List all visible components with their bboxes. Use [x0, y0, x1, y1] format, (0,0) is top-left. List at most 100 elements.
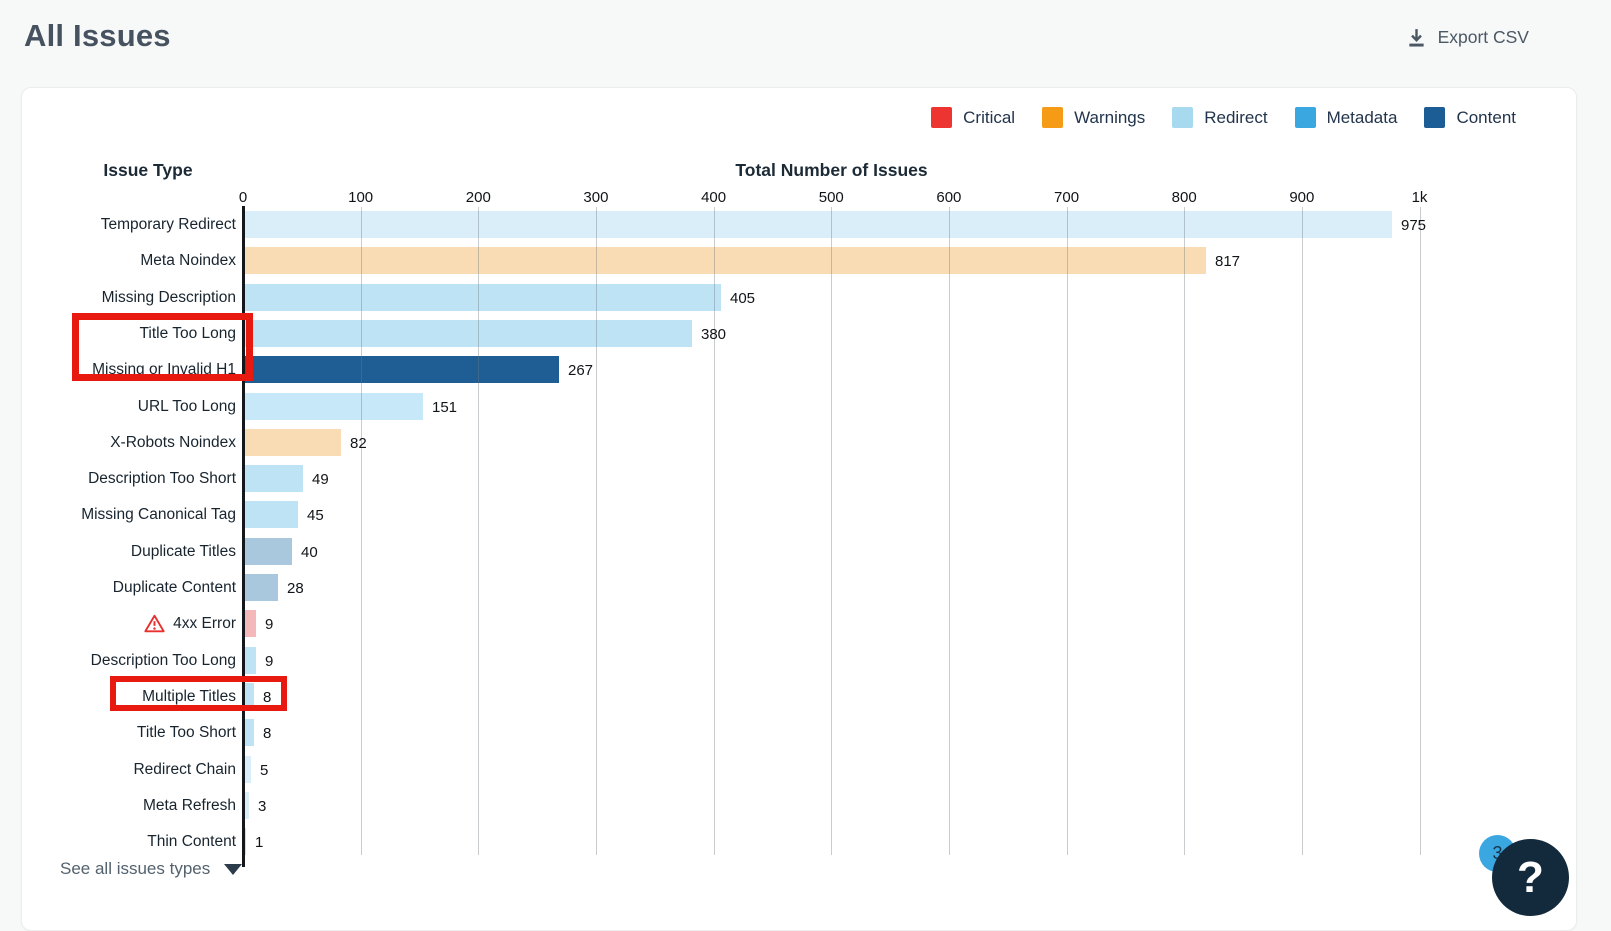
legend-swatch-icon — [931, 107, 953, 128]
legend-swatch-icon — [1172, 107, 1194, 128]
bar-thin-content[interactable] — [245, 828, 246, 855]
gridline — [831, 207, 832, 855]
legend-swatch-icon — [1424, 107, 1446, 128]
bar-url-too-long[interactable] — [245, 393, 423, 420]
bar-label-duplicate-titles: Duplicate Titles — [30, 538, 236, 565]
bar-label-text: X-Robots Noindex — [110, 433, 236, 451]
bar-duplicate-content[interactable] — [245, 574, 278, 601]
bar-meta-refresh[interactable] — [245, 792, 249, 819]
x-tick-label: 1k — [1411, 189, 1428, 206]
x-tick-label: 300 — [583, 189, 609, 206]
gridline — [714, 207, 715, 855]
bar-value-label: 5 — [260, 762, 269, 779]
see-all-issues-toggle[interactable]: See all issues types — [60, 859, 243, 879]
legend-item-label: Redirect — [1204, 107, 1268, 127]
y-axis-title: Issue Type — [103, 160, 193, 180]
gridline — [596, 207, 597, 855]
legend-item-label: Critical — [963, 107, 1016, 127]
bar-duplicate-titles[interactable] — [245, 538, 292, 565]
download-icon — [1406, 27, 1427, 48]
x-tick-label: 800 — [1171, 189, 1197, 206]
bar-label-text: Meta Noindex — [140, 251, 236, 269]
bar-label-text: Multiple Titles — [142, 687, 236, 705]
bar-label-missing-or-invalid-h1: Missing or Invalid H1 — [30, 356, 236, 383]
bar-value-label: 3 — [258, 798, 267, 815]
bar-label-text: Meta Refresh — [142, 796, 236, 814]
x-tick-label: 100 — [348, 189, 374, 206]
bar-label-meta-refresh: Meta Refresh — [30, 792, 236, 819]
gridline — [949, 207, 950, 855]
bar-label-text: Missing or Invalid H1 — [92, 360, 236, 378]
bar-value-label: 49 — [312, 471, 329, 488]
legend-item-label: Warnings — [1074, 107, 1146, 127]
bar-value-label: 151 — [432, 399, 458, 416]
help-button[interactable]: ? — [1492, 839, 1569, 916]
warning-triangle-icon — [144, 614, 165, 633]
bar-label-4xx-error: 4xx Error — [30, 610, 236, 637]
bar-redirect-chain[interactable] — [245, 756, 251, 783]
legend-item-warnings[interactable]: Warnings — [1042, 107, 1145, 128]
legend-item-label: Metadata — [1326, 107, 1398, 127]
export-csv-label: Export CSV — [1437, 27, 1529, 47]
bar-missing-canonical-tag[interactable] — [245, 501, 298, 528]
bar-label-redirect-chain: Redirect Chain — [30, 756, 236, 783]
bar-missing-description[interactable] — [245, 284, 721, 311]
bar-title-too-short[interactable] — [245, 719, 254, 746]
chart-legend: Critical Warnings Redirect Metadata Content — [931, 107, 1516, 128]
bar-value-label: 8 — [263, 725, 272, 742]
legend-swatch-icon — [1042, 107, 1064, 128]
bar-value-label: 40 — [301, 544, 318, 561]
bar-description-too-short[interactable] — [245, 465, 303, 492]
bar-value-label: 28 — [287, 580, 304, 597]
y-axis-line — [242, 206, 245, 867]
gridline — [1420, 207, 1421, 855]
bar-label-description-too-long: Description Too Long — [30, 647, 236, 674]
bar-description-too-long[interactable] — [245, 647, 256, 674]
legend-swatch-icon — [1294, 107, 1316, 128]
legend-item-redirect[interactable]: Redirect — [1172, 107, 1268, 128]
x-tick-label: 200 — [465, 189, 491, 206]
bar-value-label: 975 — [1401, 217, 1427, 234]
bar-label-text: Missing Canonical Tag — [81, 505, 236, 523]
bar-label-text: Redirect Chain — [133, 760, 236, 778]
bar-label-multiple-titles: Multiple Titles — [30, 683, 236, 710]
bar-label-text: Title Too Long — [139, 324, 236, 342]
page-title: All Issues — [24, 18, 171, 53]
chevron-down-icon — [224, 863, 243, 875]
bar-label-text: URL Too Long — [137, 397, 236, 415]
bar-4xx-error[interactable] — [245, 610, 256, 637]
bar-meta-noindex[interactable] — [245, 247, 1206, 274]
x-tick-label: 0 — [238, 189, 248, 206]
gridline — [1302, 207, 1303, 855]
bar-value-label: 9 — [265, 653, 274, 670]
bar-missing-or-invalid-h1[interactable] — [245, 356, 559, 383]
bar-label-title-too-long: Title Too Long — [30, 320, 236, 347]
bar-value-label: 267 — [568, 362, 594, 379]
gridline — [1067, 207, 1068, 855]
legend-item-critical[interactable]: Critical — [931, 107, 1015, 128]
bar-temporary-redirect[interactable] — [245, 211, 1392, 238]
bar-label-text: Description Too Short — [88, 469, 236, 487]
bar-label-duplicate-content: Duplicate Content — [30, 574, 236, 601]
bar-title-too-long[interactable] — [245, 320, 692, 347]
bar-label-text: Title Too Short — [136, 723, 236, 741]
bar-multiple-titles[interactable] — [245, 683, 254, 710]
bar-value-label: 817 — [1215, 253, 1241, 270]
bar-value-label: 1 — [255, 834, 264, 851]
x-tick-label: 400 — [701, 189, 727, 206]
bar-value-label: 82 — [350, 435, 367, 452]
legend-item-content[interactable]: Content — [1424, 107, 1516, 128]
x-tick-label: 500 — [818, 189, 844, 206]
bar-label-temporary-redirect: Temporary Redirect — [30, 211, 236, 238]
legend-item-label: Content — [1456, 107, 1516, 127]
gridline — [361, 207, 362, 855]
gridline — [1184, 207, 1185, 855]
bar-value-label: 8 — [263, 689, 272, 706]
legend-item-metadata[interactable]: Metadata — [1294, 107, 1398, 128]
export-csv-button[interactable]: Export CSV — [1406, 27, 1529, 48]
x-axis-title: Total Number of Issues — [735, 160, 928, 180]
bar-x-robots-noindex[interactable] — [245, 429, 341, 456]
bar-value-label: 405 — [730, 290, 756, 307]
x-tick-label: 900 — [1289, 189, 1315, 206]
